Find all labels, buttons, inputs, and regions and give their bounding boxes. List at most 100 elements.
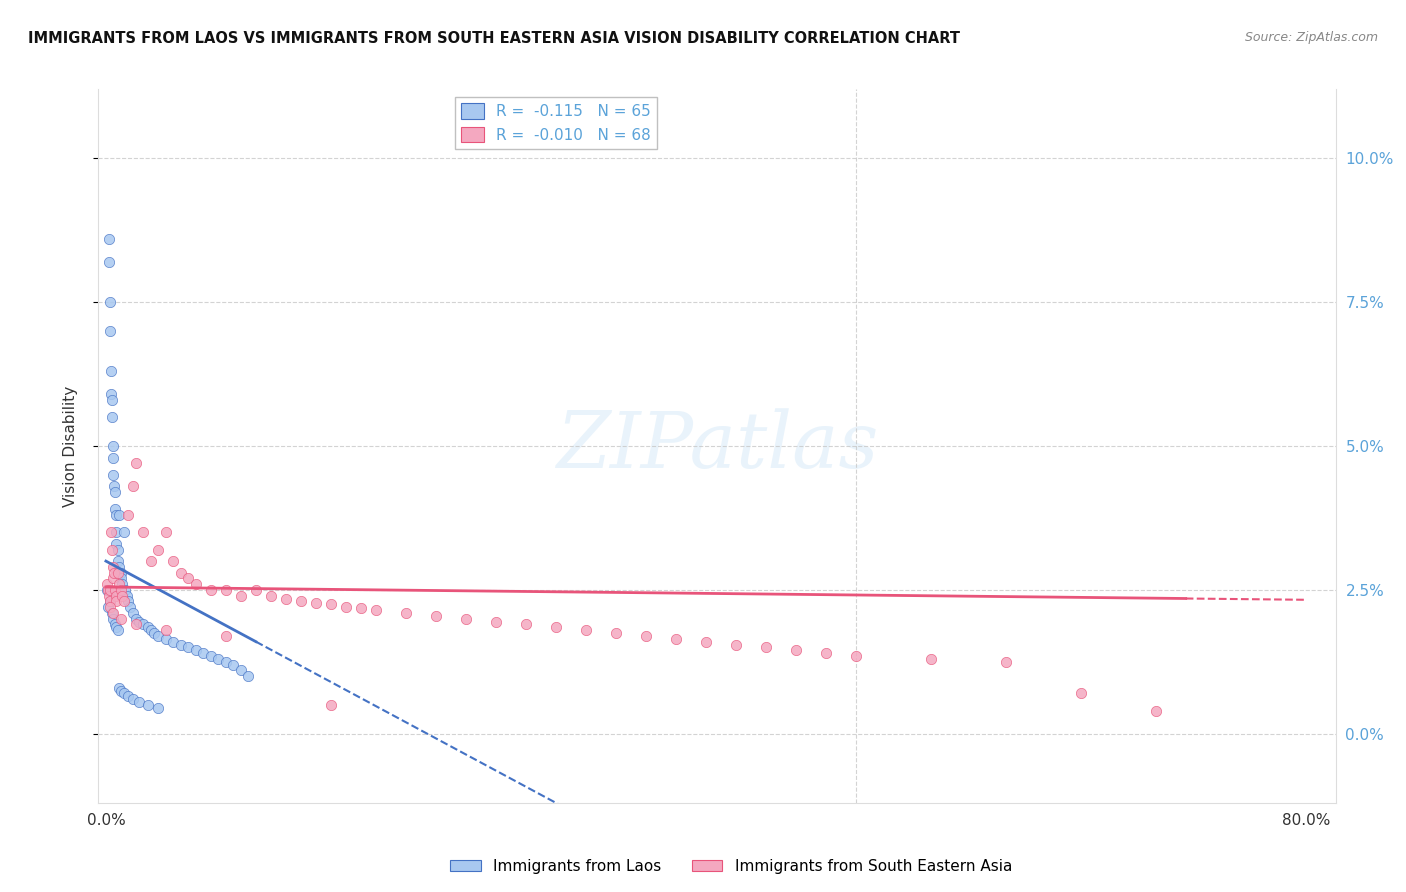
Point (128, 615, 150, 629)
Point (994, 655, 1017, 669)
Point (104, 502, 127, 516)
Point (665, 632, 688, 646)
Point (118, 600, 141, 615)
Point (215, 582, 238, 597)
Point (920, 652, 942, 666)
Point (100, 600, 122, 615)
Point (105, 537, 128, 551)
Point (170, 638, 193, 652)
Point (215, 655, 238, 669)
Point (335, 600, 357, 615)
Point (103, 479, 125, 493)
Point (101, 439, 124, 453)
Point (136, 620, 159, 634)
Point (136, 698, 159, 712)
Point (105, 620, 128, 634)
Point (110, 683, 132, 698)
Point (319, 698, 342, 712)
Point (162, 554, 184, 568)
Point (350, 601, 373, 615)
Point (845, 648, 868, 663)
Point (105, 594, 128, 608)
Point (184, 577, 207, 591)
Point (104, 485, 127, 500)
Point (290, 594, 312, 608)
Point (162, 634, 184, 648)
Point (193, 646, 215, 660)
Point (100, 582, 122, 597)
Point (155, 623, 177, 637)
Point (104, 589, 127, 603)
Point (112, 594, 135, 608)
Point (110, 582, 132, 597)
Point (112, 686, 135, 700)
Point (177, 640, 200, 655)
Point (274, 591, 297, 606)
Point (215, 629, 238, 643)
Point (104, 582, 127, 597)
Point (132, 617, 155, 632)
Point (103, 606, 125, 620)
Point (605, 626, 627, 640)
Point (101, 410, 124, 425)
Point (101, 559, 124, 574)
Point (104, 508, 127, 522)
Point (485, 615, 508, 629)
Point (125, 617, 148, 632)
Text: IMMIGRANTS FROM LAOS VS IMMIGRANTS FROM SOUTH EASTERN ASIA VISION DISABILITY COR: IMMIGRANTS FROM LAOS VS IMMIGRANTS FROM … (28, 31, 960, 46)
Text: Source: ZipAtlas.com: Source: ZipAtlas.com (1244, 31, 1378, 45)
Point (148, 542, 170, 557)
Point (112, 525, 135, 540)
Point (100, 387, 122, 401)
Legend: R =  -0.115   N = 65, R =  -0.010   N = 68: R = -0.115 N = 65, R = -0.010 N = 68 (456, 97, 657, 149)
Point (107, 542, 129, 557)
Point (115, 589, 138, 603)
Point (110, 566, 132, 580)
Point (100, 364, 122, 378)
Point (364, 603, 387, 617)
Point (200, 582, 222, 597)
Point (245, 582, 267, 597)
Point (155, 632, 177, 646)
Point (128, 695, 150, 709)
Point (634, 629, 657, 643)
Point (98, 594, 121, 608)
Point (148, 701, 170, 715)
Point (111, 589, 134, 603)
Point (139, 623, 162, 637)
Point (132, 525, 155, 540)
Point (96, 582, 118, 597)
Point (111, 577, 134, 591)
Point (454, 612, 477, 626)
Point (108, 577, 131, 591)
Point (122, 606, 145, 620)
Point (101, 392, 124, 407)
Point (105, 525, 128, 540)
Point (125, 612, 148, 626)
Point (785, 643, 807, 657)
Point (107, 623, 129, 637)
Point (425, 608, 447, 623)
Point (97, 255, 120, 269)
Point (97, 232, 120, 246)
Point (139, 554, 162, 568)
Point (148, 629, 170, 643)
Point (1070, 686, 1092, 700)
Point (207, 652, 229, 666)
Point (108, 681, 131, 695)
Point (107, 566, 129, 580)
Point (238, 669, 260, 683)
Point (103, 612, 125, 626)
Point (222, 657, 245, 672)
Point (103, 467, 125, 482)
Point (695, 634, 717, 648)
Point (104, 617, 127, 632)
Point (117, 594, 139, 608)
Point (142, 626, 165, 640)
Point (101, 606, 124, 620)
Point (97, 600, 120, 615)
Point (544, 620, 567, 634)
Point (97, 582, 120, 597)
Point (100, 594, 122, 608)
Legend: Immigrants from Laos, Immigrants from South Eastern Asia: Immigrants from Laos, Immigrants from So… (444, 853, 1018, 880)
